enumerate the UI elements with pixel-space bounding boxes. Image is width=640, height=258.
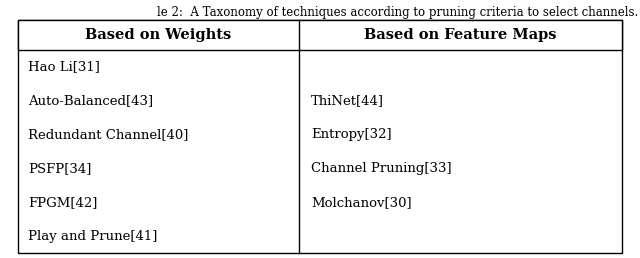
Text: le 2:  A Taxonomy of techniques according to pruning criteria to select channels: le 2: A Taxonomy of techniques according… xyxy=(157,6,638,19)
Text: Based on Weights: Based on Weights xyxy=(85,28,232,42)
Text: FPGM[42]: FPGM[42] xyxy=(28,196,97,209)
Text: Channel Pruning[33]: Channel Pruning[33] xyxy=(311,162,451,175)
Text: Entropy[32]: Entropy[32] xyxy=(311,128,392,141)
Text: Based on Feature Maps: Based on Feature Maps xyxy=(364,28,557,42)
Text: ThiNet[44]: ThiNet[44] xyxy=(311,94,384,107)
Text: Molchanov[30]: Molchanov[30] xyxy=(311,196,412,209)
Text: Play and Prune[41]: Play and Prune[41] xyxy=(28,230,157,243)
Bar xyxy=(18,20,622,50)
Text: Redundant Channel[40]: Redundant Channel[40] xyxy=(28,128,188,141)
Text: PSFP[34]: PSFP[34] xyxy=(28,162,92,175)
Text: Auto-Balanced[43]: Auto-Balanced[43] xyxy=(28,94,153,107)
Text: Hao Li[31]: Hao Li[31] xyxy=(28,60,100,74)
